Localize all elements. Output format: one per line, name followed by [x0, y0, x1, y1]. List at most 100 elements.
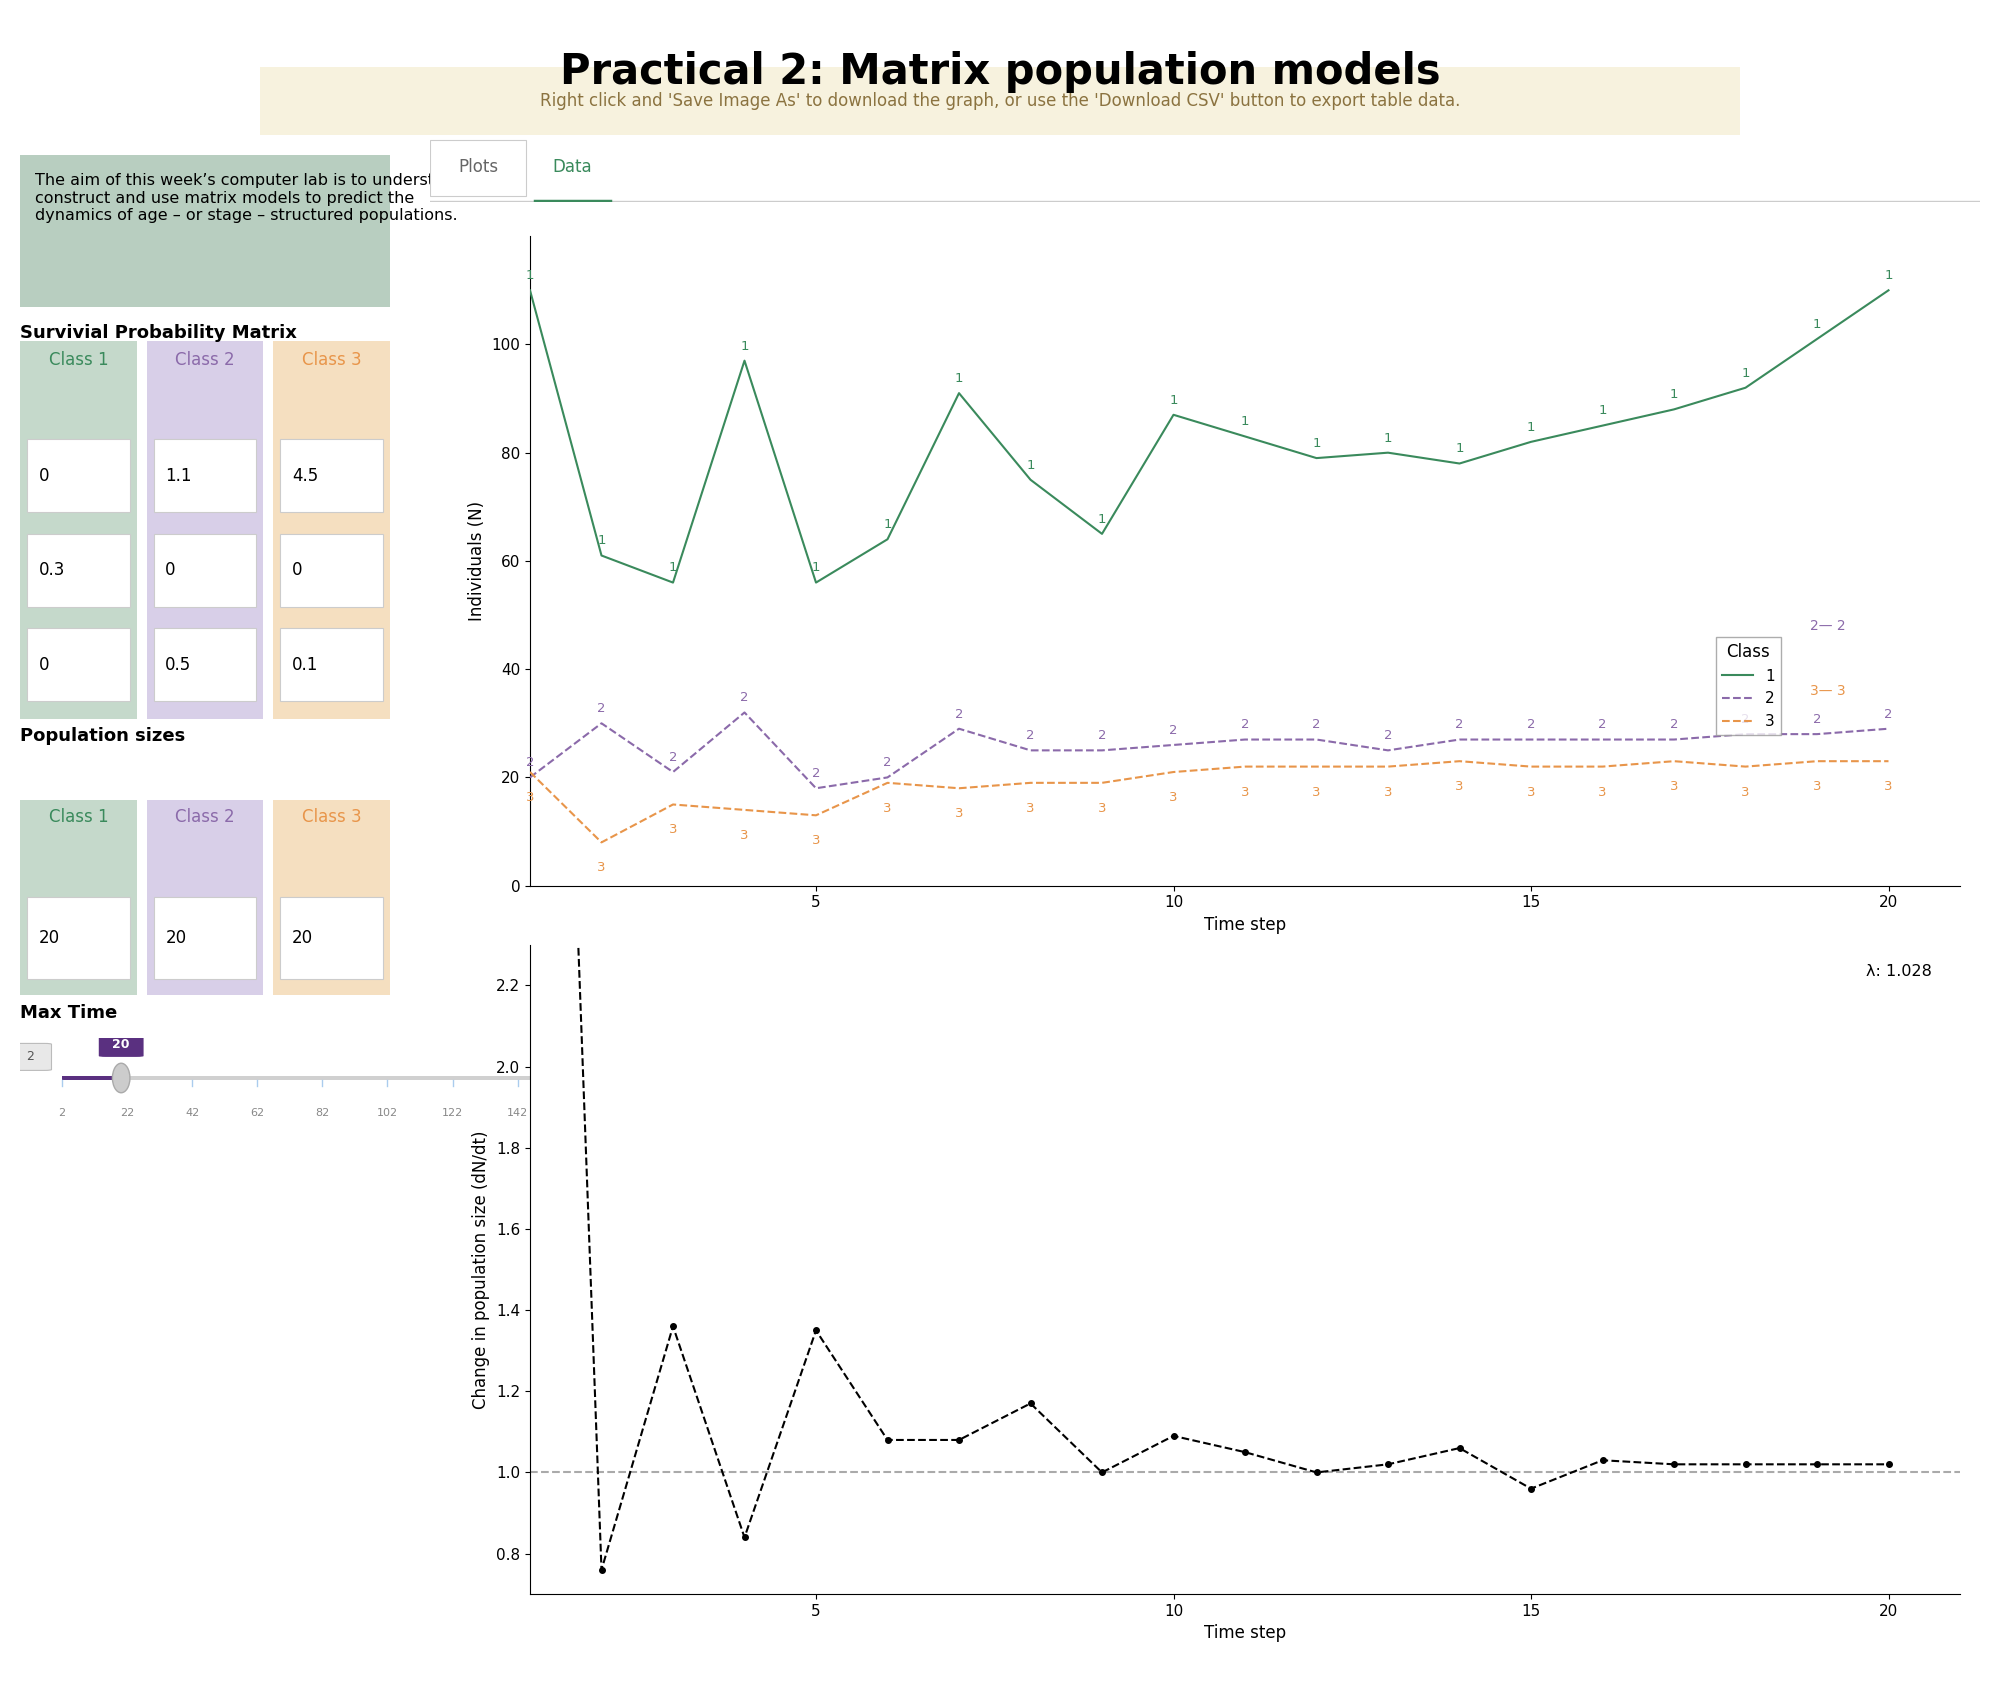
Text: 2: 2 — [884, 756, 892, 769]
Bar — [28, 628, 130, 702]
Text: 2: 2 — [1026, 729, 1034, 742]
Text: 200: 200 — [728, 1051, 750, 1063]
X-axis label: Time step: Time step — [1204, 1625, 1286, 1643]
Text: 1: 1 — [1742, 366, 1750, 380]
Text: 2: 2 — [26, 1051, 34, 1063]
Text: Class 3: Class 3 — [302, 808, 362, 827]
Text: 2: 2 — [1812, 714, 1822, 725]
Text: 3: 3 — [1312, 786, 1320, 798]
Text: 1: 1 — [1670, 388, 1678, 402]
Text: 3: 3 — [1098, 801, 1106, 815]
Text: 4.5: 4.5 — [292, 467, 318, 484]
Text: 1: 1 — [1598, 405, 1606, 417]
Bar — [154, 897, 256, 978]
Text: 2: 2 — [1240, 719, 1250, 732]
Text: Practical 2: Matrix population models: Practical 2: Matrix population models — [560, 51, 1440, 93]
Text: 20: 20 — [166, 930, 186, 946]
Text: 3— 3: 3— 3 — [1810, 683, 1846, 698]
Text: Right click and 'Save Image As' to download the graph, or use the 'Download CSV': Right click and 'Save Image As' to downl… — [540, 93, 1460, 110]
Text: 1: 1 — [1170, 393, 1178, 407]
Text: 2: 2 — [1598, 719, 1606, 732]
Text: Population sizes: Population sizes — [20, 727, 186, 746]
Text: 1: 1 — [1456, 442, 1464, 455]
Text: 2: 2 — [1884, 707, 1892, 720]
Bar — [154, 628, 256, 702]
Text: 3: 3 — [1026, 801, 1034, 815]
Text: 2: 2 — [954, 707, 964, 720]
Text: 2: 2 — [598, 702, 606, 715]
Bar — [28, 533, 130, 607]
Text: 3: 3 — [1456, 779, 1464, 793]
Text: 3: 3 — [1670, 779, 1678, 793]
FancyBboxPatch shape — [430, 140, 526, 196]
Text: 0: 0 — [38, 467, 50, 484]
Bar — [28, 439, 130, 513]
Text: 1: 1 — [598, 535, 606, 547]
Text: 2: 2 — [1526, 719, 1536, 732]
Text: 42: 42 — [186, 1108, 200, 1118]
Bar — [280, 439, 382, 513]
Text: Data: Data — [552, 157, 592, 175]
Text: 2: 2 — [740, 692, 748, 705]
Bar — [154, 439, 256, 513]
Text: 2: 2 — [1312, 719, 1320, 732]
Text: 3: 3 — [668, 823, 678, 837]
Text: 1: 1 — [1884, 270, 1892, 282]
Text: 142: 142 — [508, 1108, 528, 1118]
Text: 0.1: 0.1 — [292, 656, 318, 673]
Text: The aim of this week’s computer lab is to understand,
construct and use matrix m: The aim of this week’s computer lab is t… — [34, 174, 470, 223]
Text: 3: 3 — [1742, 786, 1750, 798]
Text: 2: 2 — [1742, 714, 1750, 725]
Text: λ: 1.028: λ: 1.028 — [1866, 965, 1932, 978]
Text: 3: 3 — [884, 801, 892, 815]
Text: Plots: Plots — [458, 157, 498, 175]
FancyBboxPatch shape — [10, 1043, 52, 1071]
Y-axis label: Change in population size (dN/dt): Change in population size (dN/dt) — [472, 1130, 490, 1409]
Text: 3: 3 — [1884, 779, 1892, 793]
Text: 2: 2 — [1456, 719, 1464, 732]
Text: Class 2: Class 2 — [176, 351, 234, 369]
Y-axis label: Individuals (N): Individuals (N) — [468, 501, 486, 621]
Ellipse shape — [112, 1063, 130, 1093]
Text: 3: 3 — [740, 828, 748, 842]
X-axis label: Time step: Time step — [1204, 916, 1286, 935]
Bar — [280, 533, 382, 607]
Text: 1: 1 — [1812, 317, 1822, 331]
Text: 1: 1 — [954, 373, 964, 385]
Legend: 1, 2, 3: 1, 2, 3 — [1716, 638, 1780, 736]
Text: 0: 0 — [38, 656, 50, 673]
Text: 3: 3 — [812, 835, 820, 847]
Bar — [62, 1076, 712, 1080]
Text: Class 1: Class 1 — [48, 808, 108, 827]
Bar — [62, 1076, 122, 1080]
Text: 20: 20 — [112, 1038, 130, 1051]
Text: 1: 1 — [740, 339, 748, 353]
Text: 2: 2 — [1670, 719, 1678, 732]
Text: 3: 3 — [954, 806, 964, 820]
Text: 1: 1 — [884, 518, 892, 531]
Text: 2: 2 — [812, 768, 820, 779]
Text: 1: 1 — [1312, 437, 1320, 450]
Text: Class 2: Class 2 — [176, 808, 234, 827]
Text: Survivial Probability Matrix: Survivial Probability Matrix — [20, 324, 296, 342]
Text: 0: 0 — [292, 562, 302, 579]
Text: 102: 102 — [376, 1108, 398, 1118]
Text: 3: 3 — [1526, 786, 1536, 798]
Text: 2: 2 — [526, 756, 534, 769]
Text: 0.3: 0.3 — [38, 562, 66, 579]
Text: 162: 162 — [572, 1108, 594, 1118]
Text: 3: 3 — [598, 862, 606, 874]
Bar — [280, 628, 382, 702]
Text: 1: 1 — [1098, 513, 1106, 526]
Text: 22: 22 — [120, 1108, 134, 1118]
Text: 2: 2 — [1170, 724, 1178, 737]
Text: 1: 1 — [526, 270, 534, 282]
Text: Class 3: Class 3 — [302, 351, 362, 369]
Text: Class 1: Class 1 — [48, 351, 108, 369]
FancyBboxPatch shape — [98, 1032, 144, 1056]
Text: 1: 1 — [668, 562, 678, 575]
Text: Max Time: Max Time — [20, 1004, 118, 1022]
Text: 1: 1 — [1026, 459, 1034, 472]
Text: 3: 3 — [1240, 786, 1250, 798]
Text: 3: 3 — [1170, 791, 1178, 805]
